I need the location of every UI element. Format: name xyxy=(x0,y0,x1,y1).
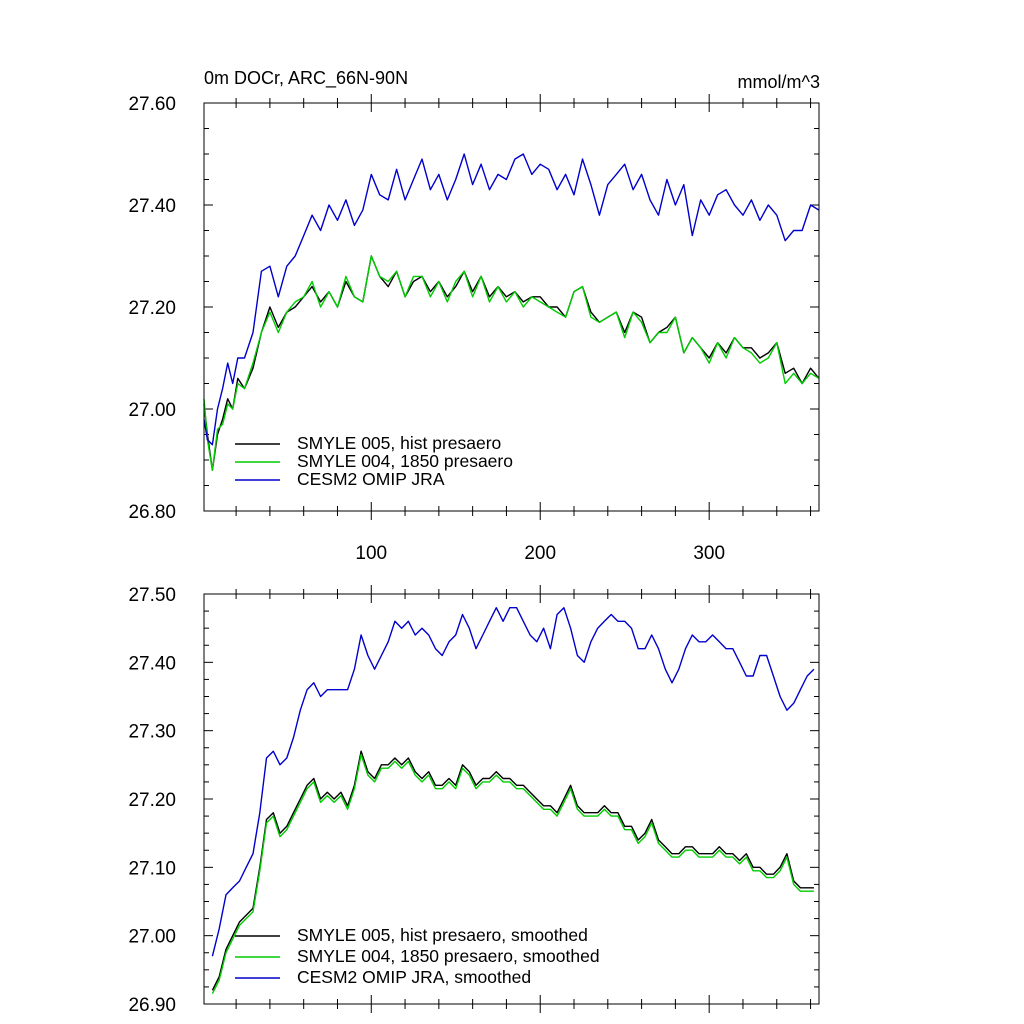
y-tick-label: 27.00 xyxy=(128,927,176,948)
bottom-panel-series xyxy=(211,607,815,995)
legend-label-1: SMYLE 005, hist presaero xyxy=(297,433,501,453)
y-tick-label: 26.90 xyxy=(128,995,176,1016)
top-panel-ticks: 26.80 27.00 27.20 27.40 27.60 100 200 300 xyxy=(128,94,819,564)
series-line-3 xyxy=(203,153,820,446)
y-tick-label: 26.80 xyxy=(128,502,176,523)
top-panel: 0m DOCr, ARC_66N-90N mmol/m^3 26.80 27.00… xyxy=(128,68,820,564)
y-tick-label: 27.30 xyxy=(128,722,176,743)
series-line-3 xyxy=(211,607,815,957)
y-tick-label: 27.10 xyxy=(128,858,176,879)
top-panel-title: 0m DOCr, ARC_66N-90N xyxy=(204,68,408,89)
y-tick-label: 27.40 xyxy=(128,196,176,217)
bottom-panel-ticks: 26.90 27.00 27.10 27.20 27.30 27.40 27.50 xyxy=(128,585,819,1016)
y-tick-label: 27.20 xyxy=(128,790,176,811)
top-panel-frame xyxy=(203,102,820,512)
legend-label-2: SMYLE 004, 1850 presaero xyxy=(297,451,513,471)
legend-label-2: SMYLE 004, 1850 presaero, smoothed xyxy=(297,946,600,966)
y-tick-label: 27.20 xyxy=(128,298,176,319)
x-tick-label: 200 xyxy=(524,543,556,564)
y-tick-label: 27.40 xyxy=(128,653,176,674)
y-tick-label: 27.00 xyxy=(128,400,176,421)
legend-label-3: CESM2 OMIP JRA, smoothed xyxy=(297,967,531,987)
series-line-2 xyxy=(211,753,814,995)
bottom-panel-frame xyxy=(203,593,820,1005)
top-panel-series xyxy=(203,153,820,471)
legend-label-3: CESM2 OMIP JRA xyxy=(297,469,445,489)
x-tick-label: 100 xyxy=(355,543,387,564)
legend-label-1: SMYLE 005, hist presaero, smoothed xyxy=(297,925,588,945)
series-line-2 xyxy=(203,255,820,471)
series-line-1 xyxy=(211,750,814,991)
bottom-panel: 26.90 27.00 27.10 27.20 27.30 27.40 27.50 SMYL… xyxy=(128,585,820,1016)
bottom-panel-legend: SMYLE 005, hist presaero, smoothedSMYLE … xyxy=(235,925,600,987)
y-tick-label: 27.60 xyxy=(128,94,176,115)
top-panel-units: mmol/m^3 xyxy=(738,72,820,92)
y-tick-label: 27.50 xyxy=(128,585,176,606)
x-tick-label: 300 xyxy=(693,543,725,564)
